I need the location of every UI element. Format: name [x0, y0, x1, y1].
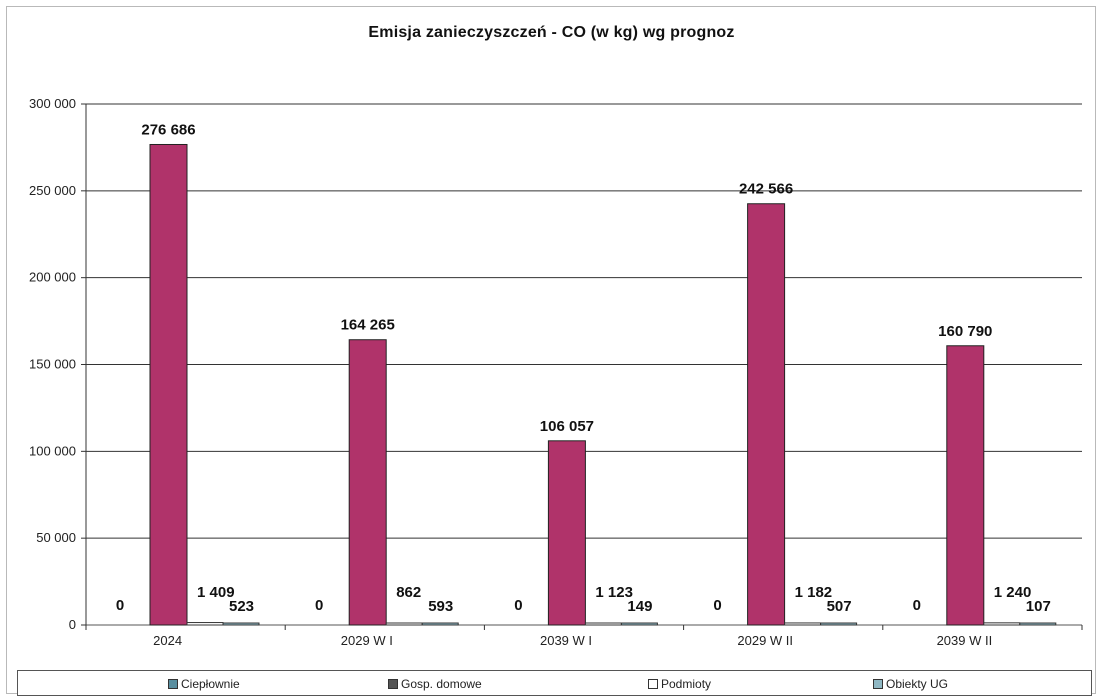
bar-gosp-domowe — [747, 203, 786, 626]
legend-label: Podmioty — [661, 677, 712, 691]
data-label: 149 — [627, 598, 652, 615]
data-label: 593 — [428, 598, 453, 615]
data-label: 0 — [315, 597, 323, 614]
bar-obiekty-ug — [222, 622, 260, 626]
bar-gosp-domowe — [946, 345, 985, 626]
data-label: 1 409 — [197, 584, 235, 601]
legend-item: Ciepłownie — [168, 677, 240, 691]
data-label: 164 265 — [341, 317, 395, 334]
legend: Ciepłownie Gosp. domowe Podmioty Obiekty UG — [17, 670, 1092, 696]
y-tick-label: 100 000 — [29, 443, 76, 458]
legend-label: Gosp. domowe — [401, 677, 482, 691]
x-category-label: 2039 W I — [540, 633, 592, 648]
y-tick-label: 150 000 — [29, 357, 76, 372]
bar-obiekty-ug — [620, 622, 658, 626]
data-label: 276 686 — [141, 121, 195, 138]
bars — [149, 143, 1057, 626]
bar-obiekty-ug — [1019, 622, 1057, 626]
x-axis-categories: 2024 2029 W I 2039 W I 2029 W II 2039 W II — [85, 625, 1083, 648]
bar-gosp-domowe — [348, 339, 387, 626]
data-label: 0 — [116, 597, 124, 614]
x-category-label: 2029 W II — [737, 633, 793, 648]
bar-obiekty-ug — [421, 622, 459, 626]
data-label: 106 057 — [540, 418, 594, 435]
legend-label: Ciepłownie — [181, 677, 240, 691]
data-label: 1 123 — [595, 584, 633, 601]
y-tick-label: 200 000 — [29, 270, 76, 285]
bar-podmioty — [385, 622, 423, 626]
legend-item: Gosp. domowe — [388, 677, 482, 691]
x-category-label: 2039 W II — [937, 633, 993, 648]
chart-title: Emisja zanieczyszczeń - CO (w kg) wg pro… — [368, 24, 735, 41]
x-category-label: 2029 W I — [341, 633, 393, 648]
bar-podmioty — [186, 622, 224, 626]
y-tick-label: 250 000 — [29, 183, 76, 198]
data-label: 107 — [1026, 598, 1051, 615]
data-label: 0 — [913, 597, 921, 614]
data-label: 1 182 — [795, 584, 833, 601]
bar-obiekty-ug — [820, 622, 858, 626]
bar-gosp-domowe — [547, 440, 586, 626]
data-label: 160 790 — [938, 323, 992, 340]
data-label: 0 — [514, 597, 522, 614]
data-label: 523 — [229, 598, 254, 615]
bar-gosp-domowe — [149, 143, 188, 626]
y-tick-label: 0 — [69, 617, 76, 632]
legend-label: Obiekty UG — [886, 677, 949, 691]
data-label: 862 — [396, 584, 421, 601]
legend-swatch — [648, 679, 658, 689]
x-category-label: 2024 — [153, 633, 182, 648]
bar-podmioty — [784, 622, 822, 626]
y-tick-label: 50 000 — [36, 530, 76, 545]
y-axis-ticks: 0 50 000 100 000 150 000 200 000 250 000 300 0… — [29, 96, 87, 632]
legend-swatch — [873, 679, 883, 689]
y-tick-label: 300 000 — [29, 96, 76, 111]
legend-item: Podmioty — [648, 677, 711, 691]
data-label: 0 — [713, 597, 721, 614]
data-label: 507 — [827, 598, 852, 615]
bar-podmioty — [983, 622, 1021, 626]
data-label: 242 566 — [739, 181, 793, 198]
legend-swatch — [388, 679, 398, 689]
data-label: 1 240 — [994, 584, 1032, 601]
legend-item: Obiekty UG — [873, 677, 948, 691]
legend-swatch — [168, 679, 178, 689]
bar-podmioty — [584, 622, 622, 626]
